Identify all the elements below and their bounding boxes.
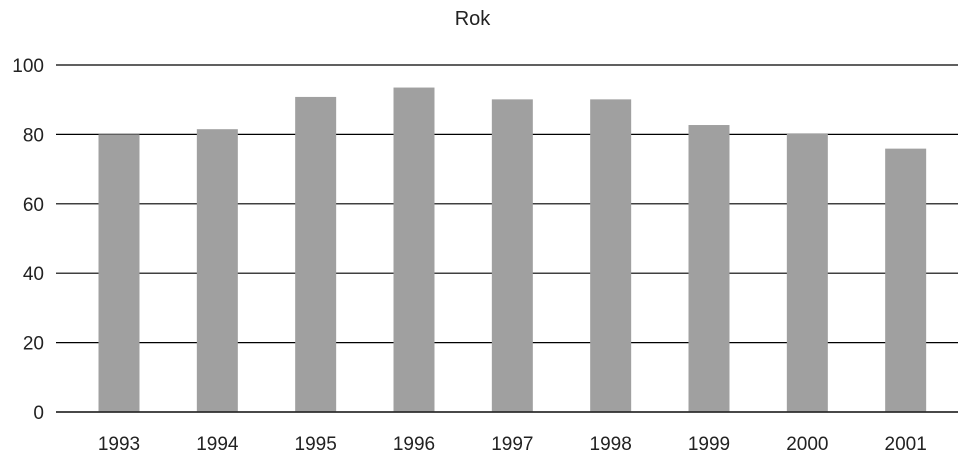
x-tick-label: 1999 (688, 434, 730, 455)
x-tick-label: 1996 (393, 434, 435, 455)
x-tick-label: 1993 (98, 434, 140, 455)
chart-title: Rok (454, 8, 491, 30)
y-tick-label: 100 (12, 56, 44, 77)
x-tick-label: 1997 (491, 434, 533, 455)
bar-1999 (688, 125, 730, 412)
y-tick-label: 40 (23, 264, 44, 285)
y-tick-label: 20 (23, 334, 44, 355)
bar-1997 (491, 99, 533, 412)
x-axis-ticks: 1993 1994 1995 1996 1997 1998 1999 2000 2001 (98, 434, 927, 455)
y-tick-label: 80 (23, 125, 44, 146)
bar-1993 (98, 134, 140, 412)
x-tick-label: 1994 (196, 434, 239, 455)
bar-2000 (786, 133, 828, 412)
bar-1996 (393, 87, 435, 413)
x-tick-label: 2000 (786, 434, 828, 455)
bar-2001 (885, 148, 927, 412)
x-tick-label: 1995 (295, 434, 337, 455)
bars (56, 87, 958, 413)
y-tick-label: 60 (23, 195, 44, 216)
bar-1998 (590, 99, 632, 412)
y-tick-label: 0 (33, 403, 44, 424)
x-tick-label: 1998 (590, 434, 632, 455)
bar-1995 (295, 96, 337, 412)
bar-1994 (196, 129, 238, 412)
x-tick-label: 2001 (885, 434, 927, 455)
y-axis-ticks: 0 20 40 60 80 100 (12, 56, 44, 424)
